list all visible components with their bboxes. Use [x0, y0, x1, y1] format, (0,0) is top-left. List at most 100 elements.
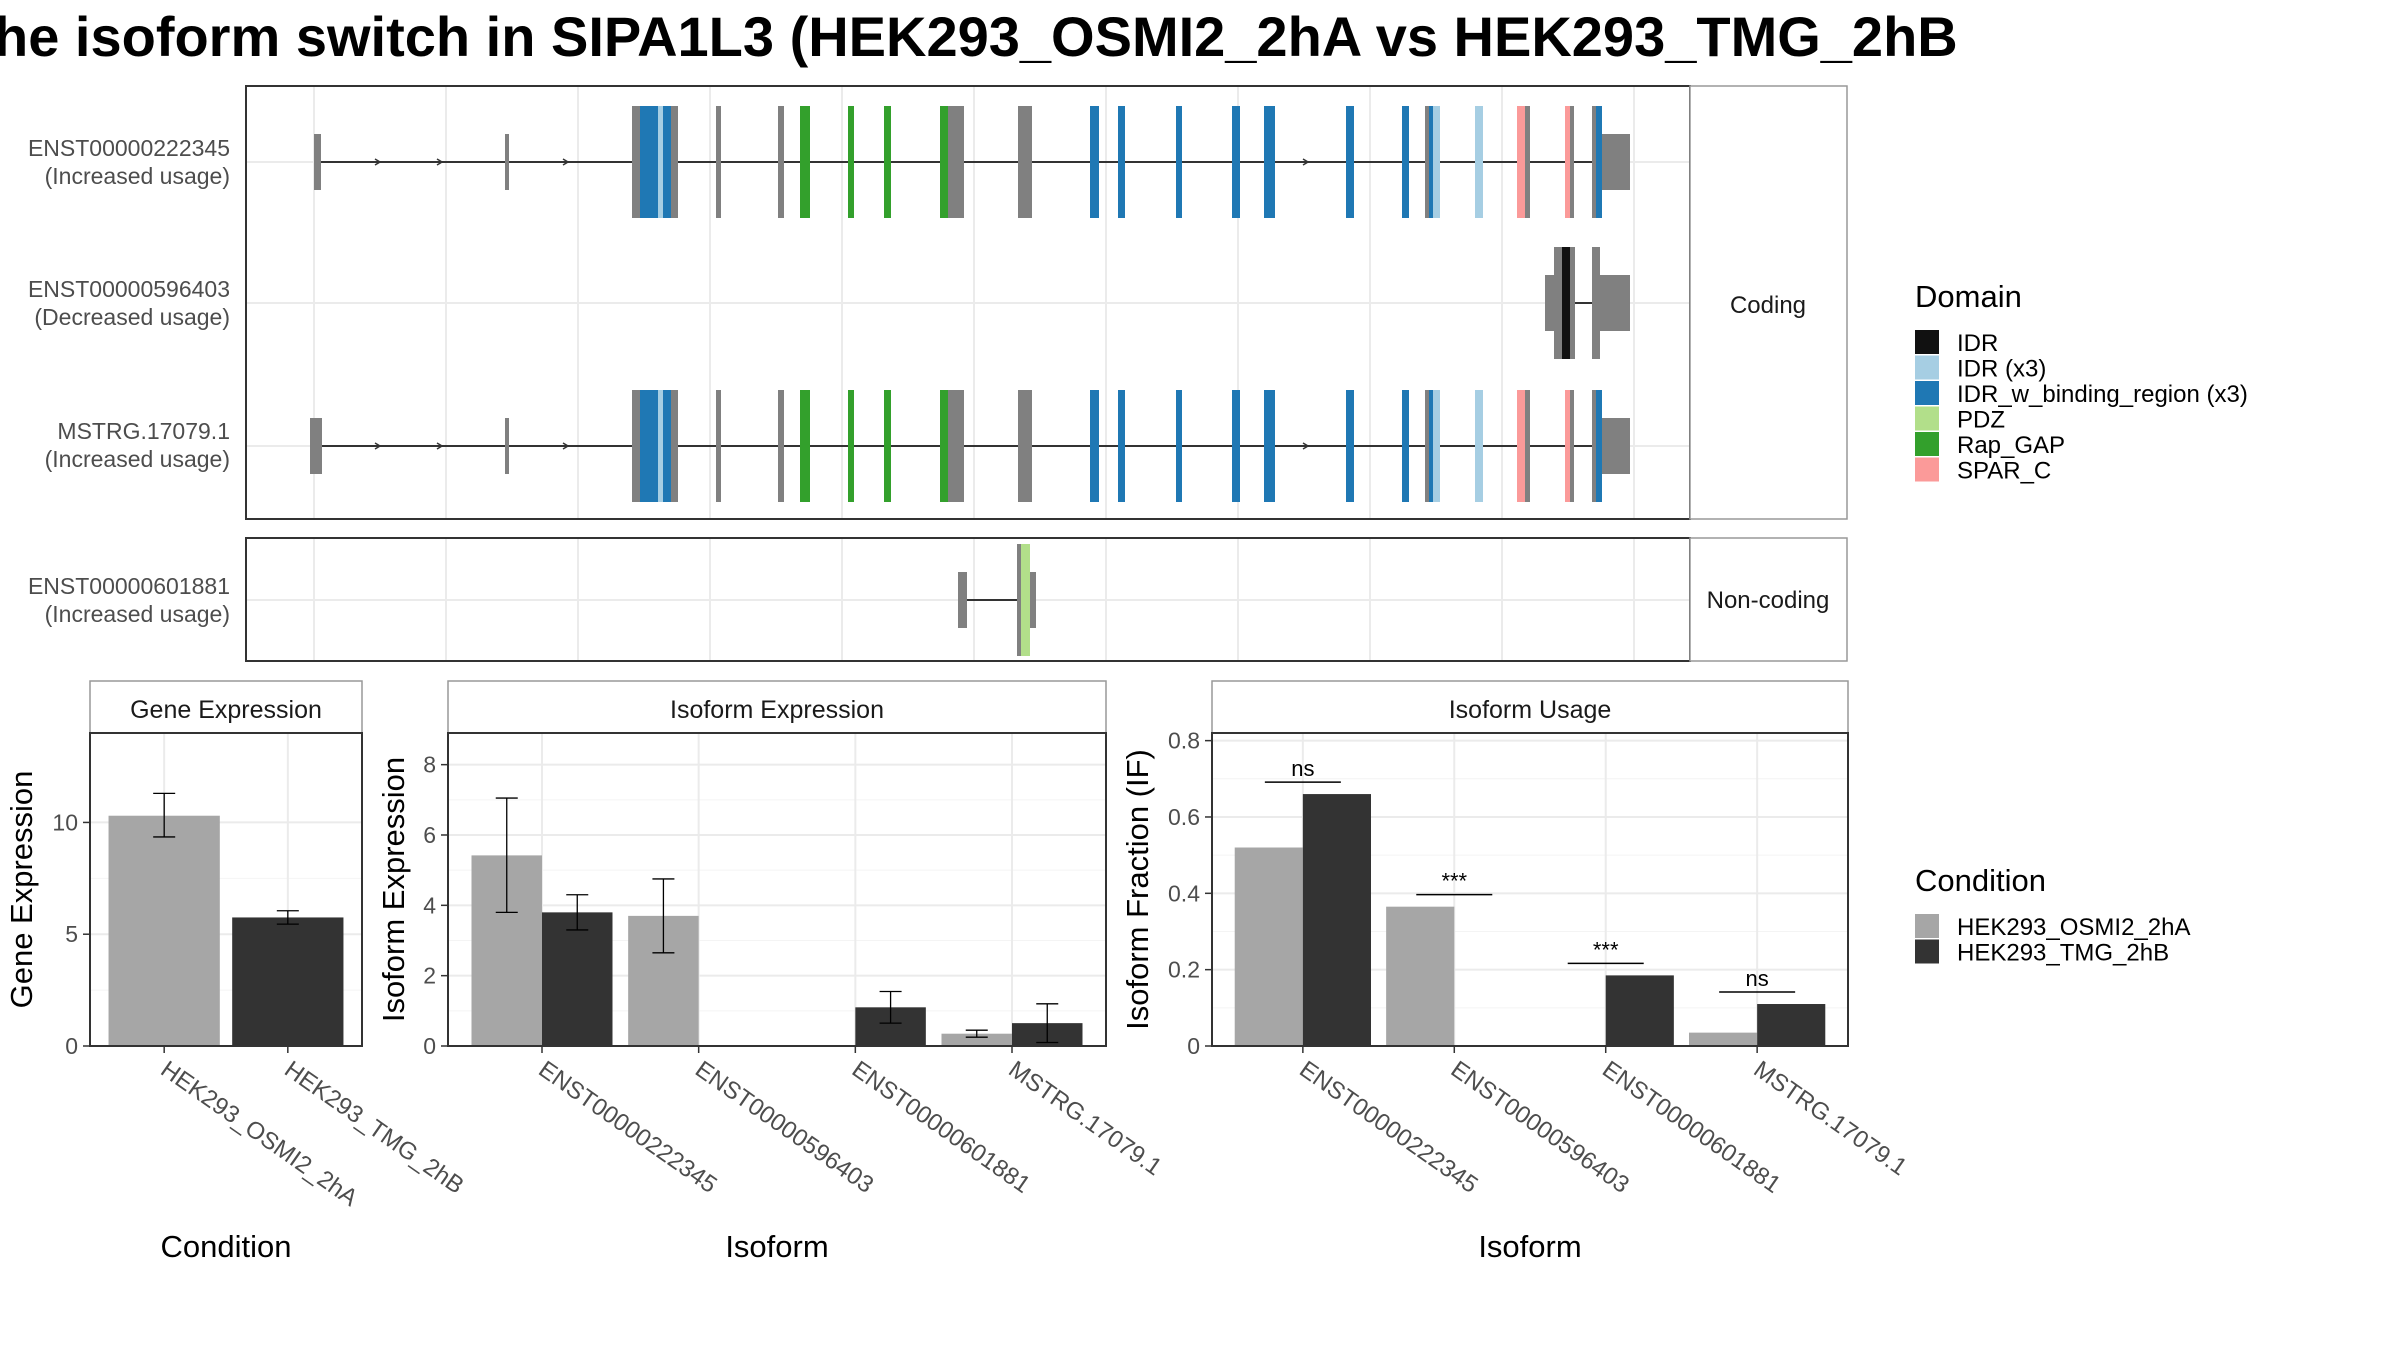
exon — [648, 390, 658, 502]
domain-legend-swatch — [1915, 457, 1939, 482]
strand-arrow — [436, 158, 444, 166]
exon — [1517, 106, 1525, 218]
strand-arrow — [562, 442, 570, 450]
exon — [663, 106, 671, 218]
condition-legend-label: HEK293_OSMI2_2hA — [1957, 914, 2190, 941]
strand-arrow — [374, 158, 382, 166]
y-tick-label: 0.2 — [1168, 957, 1200, 983]
domain-legend-title: Domain — [1915, 279, 2022, 314]
exon — [1021, 544, 1030, 656]
exon — [632, 106, 640, 218]
domain-legend-swatch — [1915, 355, 1939, 380]
panel-strip — [1211, 680, 1849, 734]
transcript-label-usage: (Increased usage) — [45, 446, 230, 472]
exon — [1545, 275, 1554, 331]
exon — [1592, 247, 1600, 359]
y-axis-title: Isoform Expression — [376, 757, 411, 1022]
exon — [1433, 106, 1440, 218]
panel-strip — [447, 680, 1107, 734]
condition-legend-title: Condition — [1915, 863, 2046, 898]
exon — [658, 390, 663, 502]
exon — [1118, 390, 1125, 502]
exon — [1626, 134, 1630, 190]
exon — [940, 106, 948, 218]
y-axis-title: Isoform Fraction (IF) — [1120, 749, 1155, 1030]
significance-label: ns — [1746, 966, 1769, 991]
exon — [1570, 390, 1574, 502]
exon — [505, 134, 509, 190]
strand-arrow — [1302, 158, 1310, 166]
noncoding-strip — [1689, 537, 1848, 662]
significance-label: ns — [1291, 756, 1314, 781]
transcript-model — [310, 390, 1630, 502]
exon — [640, 390, 648, 502]
exon — [671, 390, 678, 502]
y-tick-label: 0 — [1187, 1033, 1200, 1059]
exon — [1402, 106, 1409, 218]
exon — [940, 390, 948, 502]
exon — [632, 390, 640, 502]
exon — [1565, 106, 1570, 218]
exon — [1475, 390, 1483, 502]
y-tick-label: 0 — [65, 1033, 78, 1059]
exon — [1346, 106, 1354, 218]
bar — [1757, 1004, 1826, 1046]
exon — [848, 106, 854, 218]
exon — [948, 106, 964, 218]
exon — [800, 106, 810, 218]
condition-legend-swatch — [1915, 914, 1939, 938]
exon — [1090, 390, 1099, 502]
exon — [778, 390, 784, 502]
coding-strip — [1689, 85, 1848, 520]
exon — [1176, 106, 1182, 218]
bar — [1302, 794, 1371, 1046]
y-tick-label: 0.8 — [1168, 728, 1200, 754]
panel-strip-label: Isoform Expression — [670, 696, 884, 724]
noncoding-strip-label: Non-coding — [1707, 587, 1830, 614]
exon — [314, 134, 321, 190]
transcript-label-id: MSTRG.17079.1 — [57, 418, 230, 444]
exon — [1565, 390, 1570, 502]
transcript-label-id: ENST00000601881 — [28, 573, 230, 599]
exon — [1626, 418, 1630, 474]
transcript-label-id: ENST00000596403 — [28, 276, 230, 302]
isoform-usage-chart: Isoform Usagens******ns00.20.40.60.8ENST… — [1120, 680, 1912, 1264]
panel-strip — [89, 680, 363, 734]
domain-legend-label: PDZ — [1957, 407, 2005, 434]
strand-arrow — [562, 158, 570, 166]
x-axis-title: Isoform — [725, 1229, 828, 1264]
strand-arrow — [374, 442, 382, 450]
exon — [884, 390, 891, 502]
exon — [1030, 572, 1036, 628]
strand-arrow — [1302, 442, 1310, 450]
exon — [1264, 390, 1275, 502]
x-tick-label: HEK293_OSMI2_2hA — [156, 1056, 363, 1212]
isoform-expression-chart: Isoform Expression02468ENST00000222345EN… — [376, 680, 1167, 1264]
x-axis-title: Condition — [161, 1229, 292, 1264]
significance-label: *** — [1441, 869, 1467, 894]
exon — [1402, 390, 1409, 502]
domain-legend-label: Rap_GAP — [1957, 432, 2065, 459]
exon — [1525, 390, 1530, 502]
transcript-grid — [246, 86, 1690, 661]
exon — [716, 390, 721, 502]
y-tick-label: 4 — [423, 892, 436, 918]
domain-legend-swatch — [1915, 381, 1939, 405]
exon — [310, 418, 322, 474]
exon — [663, 390, 671, 502]
exon — [1570, 106, 1574, 218]
exon — [1562, 247, 1570, 359]
x-tick-label: MSTRG.17079.1 — [1749, 1056, 1912, 1181]
y-tick-label: 0.6 — [1168, 804, 1200, 830]
exon — [1602, 418, 1626, 474]
exon — [1090, 106, 1099, 218]
exon — [1425, 390, 1429, 502]
condition-legend-label: HEK293_TMG_2hB — [1957, 940, 2169, 967]
exon — [640, 106, 648, 218]
exon — [1346, 390, 1354, 502]
exon — [671, 106, 678, 218]
bar — [542, 912, 613, 1046]
exon — [800, 390, 810, 502]
transcript-label-usage: (Increased usage) — [45, 601, 230, 627]
exon — [1433, 390, 1440, 502]
